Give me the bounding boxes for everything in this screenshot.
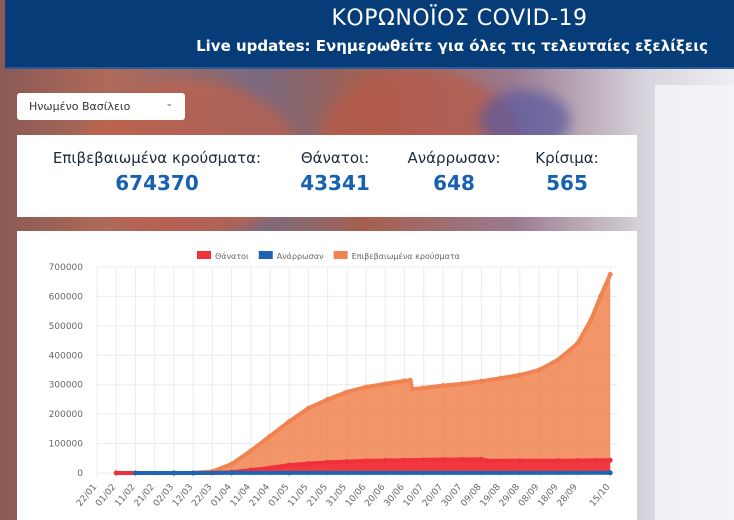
data-point <box>267 465 273 471</box>
data-point <box>459 456 465 462</box>
legend-swatch <box>197 251 211 259</box>
data-point <box>440 383 446 389</box>
x-tick-label: 15/10 <box>588 482 613 509</box>
data-point <box>478 378 484 384</box>
legend-label: Ανάρρωσαν <box>277 252 324 261</box>
data-point <box>305 461 311 467</box>
data-point <box>607 470 613 476</box>
data-point <box>517 372 523 378</box>
data-point <box>555 357 561 363</box>
stat-label: Κρίσιμα: <box>535 149 599 167</box>
series-line <box>116 273 613 475</box>
data-point <box>421 385 427 391</box>
data-point <box>555 458 561 464</box>
chevron-down-icon: ⌄ <box>165 99 173 109</box>
data-point <box>382 457 388 463</box>
stat-recovered: Ανάρρωσαν: 648 <box>402 149 506 195</box>
data-point <box>344 389 350 395</box>
data-point <box>132 470 138 476</box>
y-tick-label: 0 <box>77 469 83 479</box>
country-select-value: Ηνωμένο Βασίλειο <box>29 100 131 113</box>
data-point <box>363 458 369 464</box>
legend-swatch <box>258 251 273 259</box>
data-point <box>598 293 604 299</box>
data-point <box>325 459 331 465</box>
legend-swatch <box>333 251 348 259</box>
data-point <box>421 457 427 463</box>
side-panel <box>655 85 734 520</box>
data-point <box>575 341 580 347</box>
data-point <box>498 375 504 381</box>
x-tick-label: 28/09 <box>555 482 580 509</box>
data-point <box>484 458 490 464</box>
data-point <box>190 470 196 476</box>
data-point <box>459 381 465 387</box>
y-tick-label: 600000 <box>49 292 84 302</box>
data-point <box>575 458 580 464</box>
y-tick-label: 200000 <box>49 410 84 420</box>
data-point <box>171 470 177 476</box>
data-point <box>113 470 119 476</box>
data-point <box>594 457 600 463</box>
stat-value: 648 <box>433 171 475 195</box>
stat-label: Επιβεβαιωμένα κρούσματα: <box>52 149 262 167</box>
y-tick-label: 300000 <box>49 381 84 391</box>
data-point <box>402 378 408 384</box>
data-point <box>382 381 388 387</box>
stat-critical: Κρίσιμα: 565 <box>522 149 612 195</box>
data-point <box>409 386 415 392</box>
data-point <box>363 384 369 390</box>
stat-confirmed: Επιβεβαιωμένα κρούσματα: 674370 <box>49 149 265 195</box>
stat-value: 565 <box>546 171 588 195</box>
data-point <box>305 405 311 411</box>
stats-card: Επιβεβαιωμένα κρούσματα: 674370 Θάνατοι:… <box>17 135 637 217</box>
data-point <box>440 457 446 463</box>
data-point <box>588 317 594 323</box>
data-point <box>286 419 292 424</box>
page-subtitle: Live updates: Ενημερωθείτε για όλες τις … <box>196 37 708 55</box>
y-tick-label: 400000 <box>49 351 84 361</box>
data-point <box>407 377 413 383</box>
stat-deaths: Θάνατοι: 43341 <box>287 149 383 195</box>
y-tick-label: 700000 <box>49 263 84 273</box>
data-point <box>478 456 484 462</box>
data-point <box>344 459 350 465</box>
data-point <box>517 458 523 464</box>
y-tick-label: 500000 <box>49 322 84 332</box>
data-point <box>607 272 613 278</box>
stat-label: Θάνατοι: <box>300 149 370 167</box>
y-tick-label: 100000 <box>49 440 84 450</box>
stat-value: 43341 <box>300 171 370 195</box>
stat-label: Ανάρρωσαν: <box>407 149 501 167</box>
page-title: ΚΟΡΩΝΟΪΟΣ COVID-19 <box>331 6 588 31</box>
data-point <box>607 457 613 463</box>
data-point <box>325 396 331 402</box>
data-point <box>229 470 235 476</box>
chart-card: 0 100000 200000 300000 400000 500000 600000 700… <box>17 231 637 520</box>
data-point <box>267 433 273 439</box>
legend-label: Επιβεβαιωμένα κρούσματα <box>352 251 460 261</box>
legend-label: Θάνατοι <box>215 252 249 261</box>
data-point <box>536 367 542 373</box>
series-area <box>116 274 611 473</box>
data-point <box>286 470 292 476</box>
country-select[interactable]: Ηνωμένο Βασίλειο ⌄ <box>17 93 185 120</box>
cases-chart: 0 100000 200000 300000 400000 500000 600000 700… <box>49 251 617 509</box>
data-point <box>402 457 408 463</box>
data-point <box>229 461 235 467</box>
stat-value: 674370 <box>115 171 199 195</box>
data-point <box>286 462 292 468</box>
header-banner: ΚΟΡΩΝΟΪΟΣ COVID-19 Live updates: Ενημερω… <box>5 0 734 69</box>
data-point <box>248 448 254 454</box>
